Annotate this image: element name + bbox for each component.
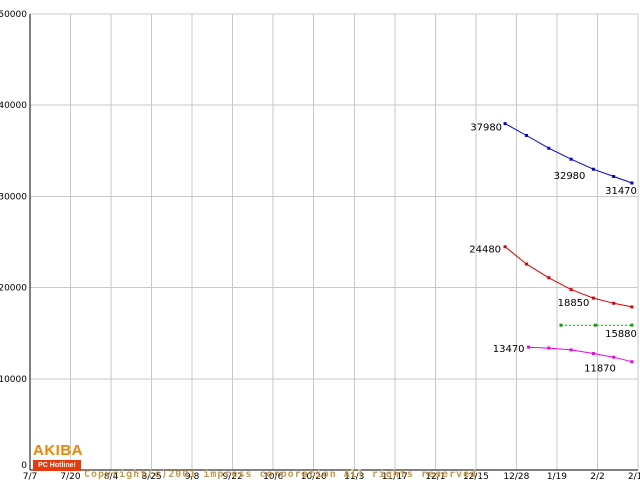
data-point-red: [591, 296, 595, 300]
x-tick-label: 12/28: [503, 472, 529, 480]
y-tick-label: 40000: [0, 101, 27, 111]
x-tick-label: 8/4: [104, 472, 119, 480]
data-point-green: [630, 323, 634, 327]
value-label-13470: 13470: [493, 344, 525, 355]
y-tick-label: 0: [21, 461, 27, 471]
data-point-red: [612, 301, 616, 305]
data-point-magenta: [547, 346, 551, 350]
y-tick-label: 10000: [0, 375, 27, 385]
x-tick-label: 1/19: [547, 472, 567, 480]
data-point-blue: [630, 181, 634, 185]
akiba-logo-text: AKIBA: [33, 442, 83, 459]
data-point-blue: [503, 122, 507, 126]
series-line-magenta: [528, 346, 633, 363]
x-tick-label: 10/20: [301, 472, 327, 480]
data-point-magenta: [569, 348, 573, 352]
y-tick-label: 30000: [0, 192, 27, 202]
x-tick-label: 7/7: [23, 472, 37, 480]
x-tick-label: 9/22: [223, 472, 243, 480]
value-label-31470: 31470: [605, 186, 637, 197]
x-tick-label: 12/1: [425, 472, 445, 480]
data-point-green: [559, 323, 563, 327]
x-tick-label: 10/6: [263, 472, 283, 480]
x-tick-label: 12/15: [463, 472, 489, 480]
x-tick-label: 7/20: [60, 472, 80, 480]
data-point-magenta: [630, 360, 634, 364]
value-label-32980: 32980: [554, 171, 586, 182]
x-tick-label: 2/2: [590, 472, 604, 480]
data-point-green: [593, 323, 597, 327]
value-label-24480: 24480: [469, 245, 501, 256]
value-label-18850: 18850: [558, 298, 590, 309]
data-point-red: [547, 276, 551, 280]
x-tick-label: 11/17: [382, 472, 408, 480]
data-point-magenta: [591, 352, 595, 356]
data-point-red: [569, 288, 573, 292]
akiba-logo: AKIBA PC Hotline!: [33, 442, 83, 471]
value-label-37980: 37980: [470, 123, 502, 134]
x-tick-label: 2/16: [628, 472, 640, 480]
x-tick-label: 8/25: [141, 472, 161, 480]
data-point-blue: [569, 157, 573, 161]
y-tick-label: 20000: [0, 284, 27, 294]
value-label-15880: 15880: [605, 329, 637, 340]
data-point-blue: [591, 167, 595, 171]
data-point-magenta: [527, 345, 531, 349]
data-point-red: [503, 245, 507, 249]
x-tick-label: 11/3: [344, 472, 364, 480]
pc-hotline-logo-bar: PC Hotline!: [33, 460, 81, 471]
data-point-red: [525, 262, 529, 266]
data-point-red: [630, 305, 634, 309]
data-point-magenta: [612, 355, 616, 359]
data-point-blue: [612, 175, 616, 179]
copyright-block: Copyright(c)2001 impress corporation All…: [84, 437, 484, 480]
data-point-blue: [547, 146, 551, 150]
x-tick-label: 9/8: [185, 472, 200, 480]
data-point-blue: [525, 133, 529, 137]
copyright-line-1: Copyright(c)2001 impress corporation All…: [84, 469, 485, 480]
value-label-11870: 11870: [584, 364, 616, 375]
y-tick-label: 50000: [0, 10, 27, 20]
